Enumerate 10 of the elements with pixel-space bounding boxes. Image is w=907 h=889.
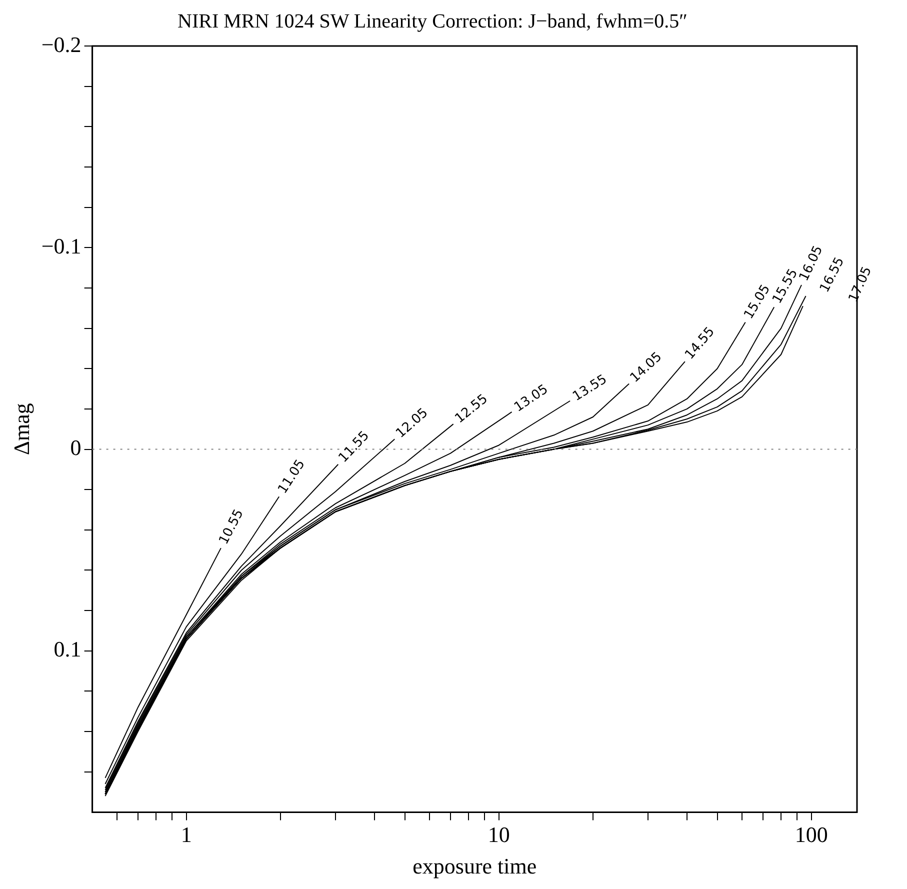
y-tick-label: 0	[70, 435, 82, 460]
x-tick-label: 100	[794, 822, 828, 848]
y-tick-label: 0.1	[54, 636, 82, 662]
x-tick-label: 1	[180, 822, 192, 848]
y-tick-label: −0.1	[41, 233, 82, 258]
x-axis-title: exposure time	[412, 854, 537, 879]
chart-title: NIRI MRN 1024 SW Linearity Correction: J−band, fwhm=0.5″	[178, 10, 688, 32]
y-tick-label: −0.2	[41, 32, 82, 57]
x-tick-label: 10	[488, 822, 510, 848]
y-axis-title: Δmag	[8, 403, 34, 456]
